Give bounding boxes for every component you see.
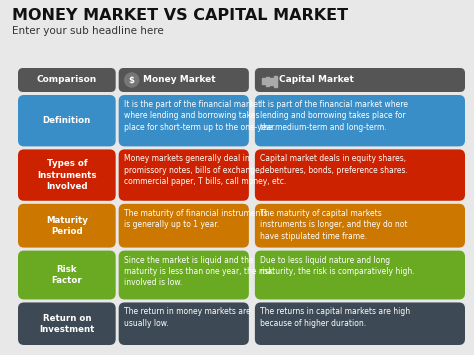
FancyBboxPatch shape: [118, 302, 249, 345]
Bar: [266, 76, 269, 86]
FancyBboxPatch shape: [255, 204, 465, 247]
FancyBboxPatch shape: [118, 68, 249, 92]
FancyBboxPatch shape: [255, 149, 465, 201]
Text: $: $: [129, 76, 135, 84]
FancyBboxPatch shape: [18, 95, 116, 146]
Text: It is the part of the financial market
where lending and borrowing takes
place f: It is the part of the financial market w…: [124, 100, 276, 132]
FancyBboxPatch shape: [18, 251, 116, 300]
Text: The returns in capital markets are high
because of higher duration.: The returns in capital markets are high …: [260, 307, 410, 328]
FancyBboxPatch shape: [18, 302, 116, 345]
Text: It is part of the financial market where
lending and borrowing takes place for
t: It is part of the financial market where…: [260, 100, 408, 132]
Text: Money markets generally deal in
promissory notes, bills of exchange,
commercial : Money markets generally deal in promisso…: [124, 154, 286, 186]
Text: The return in money markets are
usually low.: The return in money markets are usually …: [124, 307, 250, 328]
Circle shape: [125, 73, 139, 87]
FancyBboxPatch shape: [255, 302, 465, 345]
Text: Maturity
Period: Maturity Period: [46, 215, 88, 236]
Bar: [270, 77, 273, 84]
Text: MONEY MARKET VS CAPITAL MARKET: MONEY MARKET VS CAPITAL MARKET: [12, 8, 348, 23]
Text: Types of
Instruments
Involved: Types of Instruments Involved: [37, 159, 97, 191]
FancyBboxPatch shape: [118, 149, 249, 201]
Text: Capital Market: Capital Market: [279, 76, 354, 84]
FancyBboxPatch shape: [18, 149, 116, 201]
Text: Due to less liquid nature and long
maturity, the risk is comparatively high.: Due to less liquid nature and long matur…: [260, 256, 414, 276]
FancyBboxPatch shape: [118, 251, 249, 300]
Text: Return on
Investment: Return on Investment: [39, 314, 94, 334]
Text: Definition: Definition: [43, 116, 91, 125]
FancyBboxPatch shape: [118, 95, 249, 146]
Text: Money Market: Money Market: [143, 76, 215, 84]
Text: Comparison: Comparison: [36, 76, 97, 84]
FancyBboxPatch shape: [255, 251, 465, 300]
Text: Capital market deals in equity shares,
debentures, bonds, preference shares.: Capital market deals in equity shares, d…: [260, 154, 408, 175]
Bar: [262, 78, 265, 84]
Text: The maturity of financial instruments
is generally up to 1 year.: The maturity of financial instruments is…: [124, 209, 267, 229]
FancyBboxPatch shape: [255, 95, 465, 146]
FancyBboxPatch shape: [255, 68, 465, 92]
Text: Enter your sub headline here: Enter your sub headline here: [12, 26, 164, 36]
Bar: [274, 76, 277, 87]
FancyBboxPatch shape: [118, 204, 249, 247]
Text: The maturity of capital markets
instruments is longer, and they do not
have stip: The maturity of capital markets instrume…: [260, 209, 407, 241]
FancyBboxPatch shape: [18, 68, 116, 92]
Text: Since the market is liquid and the
maturity is less than one year, the risk
invo: Since the market is liquid and the matur…: [124, 256, 273, 288]
FancyBboxPatch shape: [18, 204, 116, 247]
Text: Risk
Factor: Risk Factor: [52, 265, 82, 285]
